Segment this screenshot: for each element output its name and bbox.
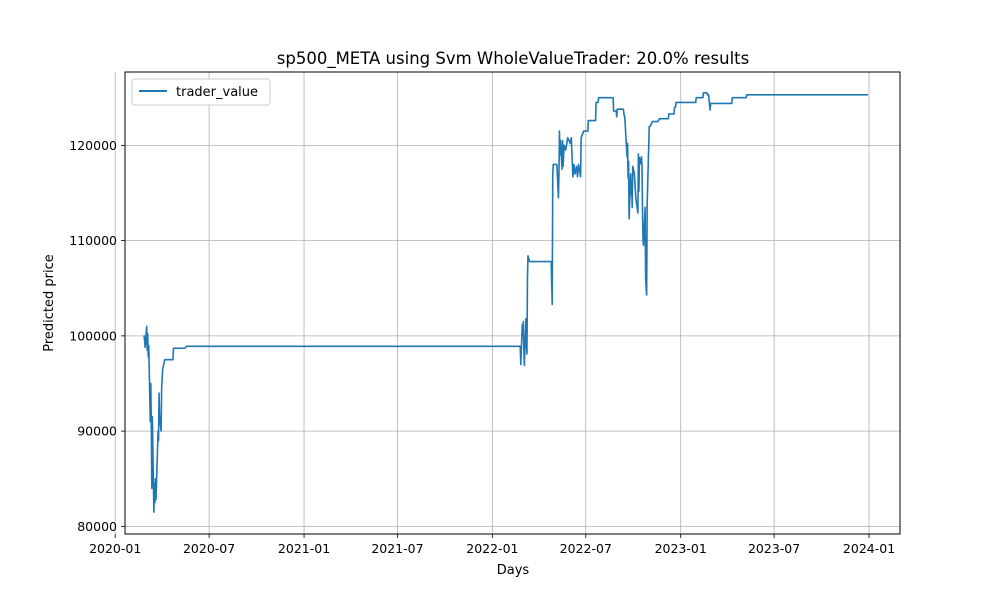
x-tick-label: 2023-07 xyxy=(748,541,800,556)
x-tick-label: 2020-01 xyxy=(89,541,141,556)
chart-title: sp500_META using Svm WholeValueTrader: 2… xyxy=(277,49,750,69)
x-tick-label: 2023-01 xyxy=(655,541,707,556)
x-tick-label: 2022-01 xyxy=(466,541,518,556)
x-axis-ticks: 2020-01 2020-07 2021-01 2021-07 2022-01 2022-… xyxy=(89,534,895,556)
legend-label-trader-value: trader_value xyxy=(176,85,258,100)
y-axis-ticks: 80000 90000 100000 110000 120000 xyxy=(69,138,125,534)
y-tick-label: 90000 xyxy=(77,424,117,439)
plot-area-frame xyxy=(124,71,901,535)
legend-box xyxy=(131,78,271,106)
y-tick-label: 120000 xyxy=(69,138,117,153)
series-layer xyxy=(143,92,869,513)
series-line-trader-value xyxy=(143,92,869,513)
legend: trader_value xyxy=(131,78,271,106)
x-tick-label: 2021-01 xyxy=(278,541,330,556)
x-tick-label: 2022-07 xyxy=(560,541,612,556)
x-tick-label: 2021-07 xyxy=(371,541,423,556)
y-axis-label: Predicted price xyxy=(42,254,57,352)
x-tick-label: 2024-01 xyxy=(843,541,895,556)
grid-lines xyxy=(114,72,900,534)
y-tick-label: 100000 xyxy=(69,328,117,343)
x-tick-label: 2020-07 xyxy=(183,541,235,556)
y-tick-label: 80000 xyxy=(77,519,117,534)
y-tick-label: 110000 xyxy=(69,233,117,248)
x-axis-label: Days xyxy=(497,563,530,578)
